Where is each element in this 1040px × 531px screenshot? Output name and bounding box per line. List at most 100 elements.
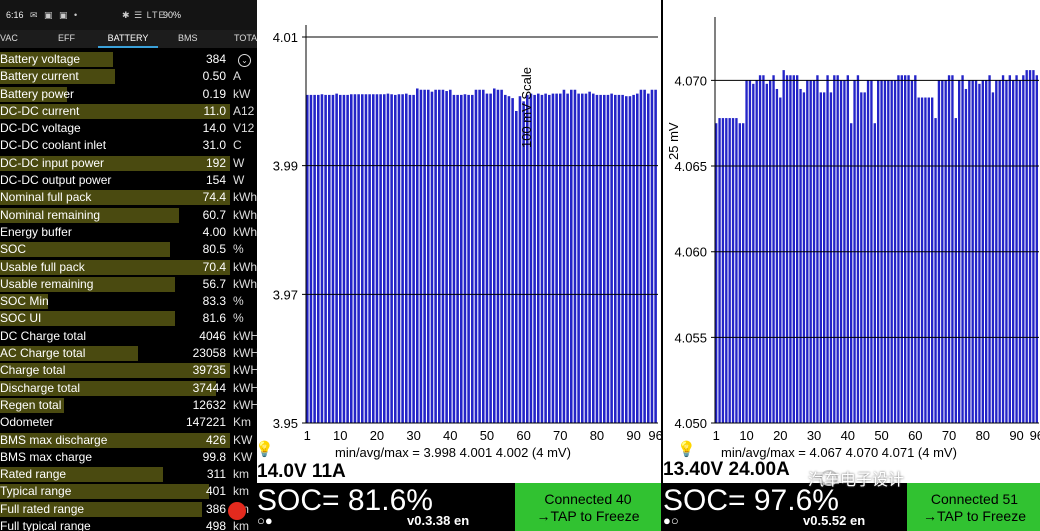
list-item: Full rated range386km bbox=[0, 501, 257, 518]
tab-battery[interactable]: BATTERY bbox=[98, 30, 158, 48]
value-bar bbox=[0, 467, 164, 483]
tab-eff[interactable]: EFF bbox=[58, 33, 75, 43]
connected-status: Connected 51 bbox=[930, 491, 1019, 507]
lightbulb-icon[interactable]: 💡 bbox=[677, 441, 696, 458]
row-unit: kWh bbox=[233, 207, 257, 222]
cell-bar bbox=[860, 92, 863, 423]
cell-bar bbox=[951, 75, 954, 423]
cell-bar bbox=[897, 75, 900, 423]
cell-bar bbox=[562, 89, 566, 423]
row-value: 83.3 bbox=[202, 294, 226, 309]
cell-bar bbox=[570, 89, 573, 423]
row-value: 31.0 bbox=[202, 138, 226, 153]
row-value: 99.8 bbox=[202, 449, 226, 464]
value-bar bbox=[0, 311, 175, 327]
cell-bar bbox=[449, 89, 452, 423]
row-value: 4046 bbox=[199, 328, 226, 343]
cell-bar bbox=[419, 89, 423, 423]
cell-bar bbox=[577, 93, 580, 424]
tab-total[interactable]: TOTA bbox=[234, 33, 257, 43]
row-value: 56.7 bbox=[202, 276, 226, 291]
connected-freeze-button[interactable]: Connected 51 →TAP to Freeze bbox=[907, 483, 1040, 531]
cell-voltage-panel-2[interactable]: 4.070 4.065 4.060 4.055 4.050 1 10 20 30 40 50 60 70… bbox=[661, 0, 1040, 531]
row-label: BMS max charge bbox=[0, 449, 93, 464]
cell-bar bbox=[581, 93, 584, 424]
cell-voltage-panel-1[interactable]: 4.01 3.99 3.97 3.95 1 10 20 30 40 50 60 70 80 90 96 10… bbox=[257, 0, 661, 531]
value-bar bbox=[0, 346, 138, 362]
cell-bar bbox=[873, 123, 876, 423]
y-tick-label: 3.97 bbox=[273, 287, 298, 302]
x-tick-label: 10 bbox=[333, 428, 347, 443]
cell-bar bbox=[456, 94, 459, 424]
cell-bar bbox=[342, 94, 346, 424]
row-label: Full rated range bbox=[0, 501, 85, 516]
x-tick-label: 90 bbox=[1009, 428, 1023, 443]
cell-bar bbox=[632, 94, 635, 424]
row-unit: KW bbox=[233, 432, 253, 447]
row-unit: % bbox=[233, 294, 244, 309]
cell-bar bbox=[559, 93, 562, 424]
cell-bar bbox=[654, 89, 657, 423]
cell-bar bbox=[1028, 70, 1032, 424]
value-bar bbox=[0, 276, 175, 292]
voltage-current: 14.0V 11A bbox=[257, 461, 346, 482]
y-tick-label: 3.99 bbox=[273, 159, 298, 174]
version-label: v0.3.38 en bbox=[407, 513, 470, 528]
list-item: DC Charge total 4046 kWH bbox=[0, 328, 257, 345]
row-label: Charge total bbox=[0, 363, 66, 378]
x-tick-label: 40 bbox=[841, 428, 855, 443]
cell-bar bbox=[335, 93, 338, 424]
cell-bar bbox=[1035, 75, 1038, 423]
tap-to-freeze: →TAP to Freeze bbox=[923, 508, 1026, 524]
cell-bar bbox=[731, 118, 735, 423]
row-unit: kWh bbox=[233, 190, 257, 205]
cell-bar bbox=[718, 118, 721, 423]
cell-bar bbox=[782, 70, 785, 424]
cell-bar bbox=[715, 123, 718, 423]
chevron-down-icon[interactable]: ⌄ bbox=[238, 54, 251, 67]
y-axis-label: 100 mV Scale bbox=[519, 67, 534, 148]
row-unit: kWh bbox=[233, 224, 257, 239]
list-item: BMS max charge 99.8 KW bbox=[0, 449, 257, 466]
cell-bar bbox=[829, 92, 833, 423]
cell-bar bbox=[964, 88, 968, 424]
list-item: SOC UI 81.6% bbox=[0, 310, 257, 327]
connected-freeze-button[interactable]: Connected 40 →TAP to Freeze bbox=[515, 483, 661, 531]
list-item: Full typical range 498 km bbox=[0, 518, 257, 531]
cell-bar bbox=[317, 94, 320, 424]
cell-bar bbox=[647, 93, 650, 424]
x-tick-label: 70 bbox=[553, 428, 567, 443]
list-item: SOC 80.5% bbox=[0, 241, 257, 258]
cell-bar bbox=[779, 97, 782, 424]
row-unit: Km bbox=[233, 415, 251, 430]
list-item: SOC Min 83.3% bbox=[0, 293, 257, 310]
value-bar bbox=[0, 259, 230, 275]
cell-bar bbox=[752, 83, 755, 423]
lightbulb-icon[interactable]: 💡 bbox=[257, 441, 274, 458]
row-label: Typical range bbox=[0, 484, 72, 499]
cell-bar bbox=[625, 96, 628, 423]
row-unit: % bbox=[233, 242, 244, 257]
value-bar bbox=[0, 380, 217, 396]
cell-bar bbox=[927, 97, 930, 424]
list-item: Discharge total 37444 kWH bbox=[0, 380, 257, 397]
tab-bms[interactable]: BMS bbox=[178, 33, 198, 43]
cell-bar bbox=[526, 94, 529, 424]
cell-bar bbox=[639, 89, 643, 423]
row-unit: W bbox=[233, 173, 245, 188]
record-indicator[interactable] bbox=[228, 502, 246, 520]
cell-bar bbox=[836, 75, 839, 423]
tab-vac[interactable]: VAC bbox=[0, 33, 18, 43]
cell-bar bbox=[463, 94, 467, 423]
row-unit: km bbox=[233, 467, 249, 482]
list-item: DC-DC input power 192 W bbox=[0, 155, 257, 172]
row-label: Battery voltage bbox=[0, 52, 81, 66]
x-tick-label: 90 bbox=[626, 428, 640, 443]
cell-bar bbox=[961, 75, 964, 423]
row-value: 74.4 bbox=[202, 190, 226, 205]
cell-bar bbox=[573, 89, 577, 423]
cell-bar bbox=[1015, 75, 1018, 423]
cell-bar bbox=[551, 93, 555, 424]
row-label: Nominal full pack bbox=[0, 190, 92, 205]
list-item: AC Charge total 23058 kWH bbox=[0, 345, 257, 362]
